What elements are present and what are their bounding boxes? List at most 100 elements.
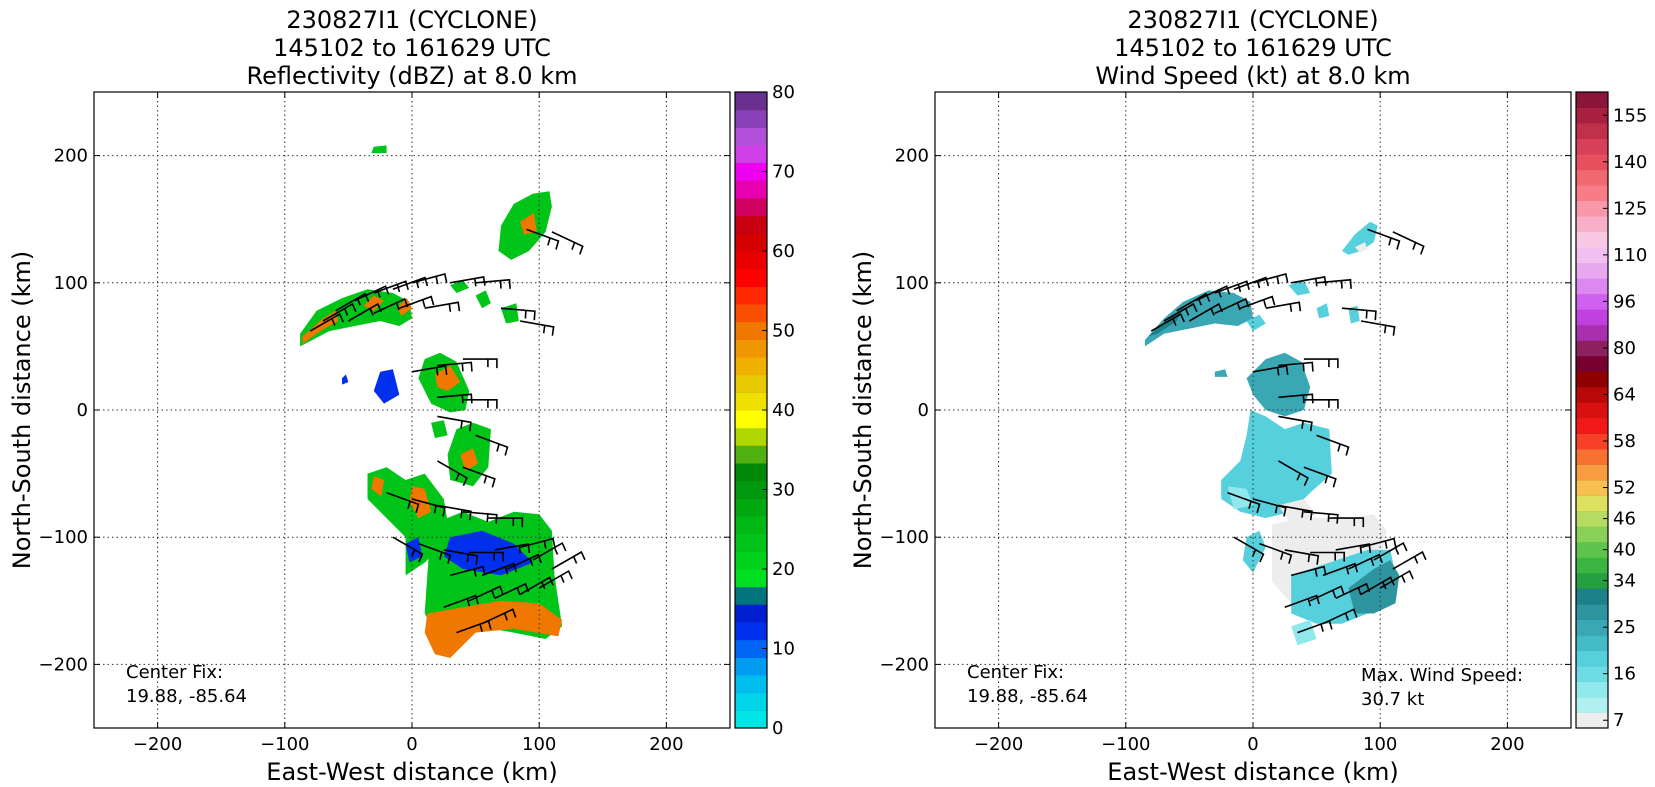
colorbar-segment-32 <box>1576 231 1608 248</box>
wind-barbs <box>1150 228 1427 634</box>
wind-barb-flag-21 <box>461 395 464 404</box>
colorbar-segment-19 <box>1576 433 1608 450</box>
wind-barb-31 <box>488 517 524 528</box>
data-region-10 <box>1246 352 1311 417</box>
colorbar-tick-label: 50 <box>772 321 795 342</box>
colorbar-segment-22 <box>735 339 767 358</box>
colorbar-segment-15 <box>1576 495 1608 512</box>
wind-barb-12 <box>450 275 486 286</box>
wind-barb-flag-24 <box>496 443 500 452</box>
center-fix-label: Center Fix: <box>126 662 223 683</box>
wind-barb-5 <box>1214 280 1250 294</box>
wind-barb-8 <box>347 302 383 322</box>
wind-barb-43 <box>1284 594 1320 608</box>
colorbar-segment-29 <box>735 215 767 234</box>
x-tick-label: 0 <box>406 734 417 755</box>
wind-barb-23 <box>437 415 472 432</box>
y-tick-label: 100 <box>54 273 88 294</box>
wind-barb-14 <box>1341 307 1377 321</box>
wind-barb-27 <box>386 491 420 514</box>
wind-barb-26 <box>462 466 496 488</box>
colorbar-frame <box>1575 91 1609 729</box>
colorbar-segment-40 <box>1576 107 1608 124</box>
colorbar-segment-29 <box>1576 278 1608 295</box>
wind-barb-41 <box>1373 541 1408 561</box>
wind-barb-flag-10 <box>1263 299 1267 308</box>
wind-barb-4 <box>1195 285 1231 302</box>
data-region-2 <box>1354 242 1368 253</box>
wind-barb-5 <box>373 280 409 294</box>
data-region-14 <box>342 374 349 385</box>
wind-barb-flag-27 <box>1248 500 1252 509</box>
wind-barb-flag-23 <box>460 420 463 429</box>
wind-barb-flag-37 <box>1384 540 1388 549</box>
colorbar-segment-31 <box>1576 247 1608 264</box>
colorbar-tick-label: 52 <box>1613 478 1636 499</box>
colorbar-segment-1 <box>1576 712 1608 729</box>
data-region-13 <box>434 365 461 391</box>
colorbar-tick-label: 64 <box>1613 384 1636 405</box>
colorbar-segment-26 <box>735 268 767 287</box>
y-tick-label: 0 <box>77 400 88 421</box>
wind-barb-flag-17 <box>571 242 576 250</box>
colorbar-segment-10 <box>1576 572 1608 589</box>
wind-barb-44 <box>468 585 504 602</box>
data-region-18 <box>1291 619 1317 646</box>
wind-barb-flag-21 <box>1302 395 1305 404</box>
wind-barb-flag-13 <box>1340 280 1343 289</box>
wind-barb-34 <box>1284 549 1320 565</box>
center-fix-value: 19.88, -85.64 <box>967 686 1088 707</box>
wind-barb-flag-14 <box>524 310 527 319</box>
colorbar-segment-11 <box>1576 557 1608 574</box>
wind-barb-flag-16 <box>1388 237 1392 246</box>
wind-barb-flag-28 <box>433 505 437 514</box>
wind-barb-1 <box>1150 312 1185 332</box>
wind-barb-17 <box>551 231 584 255</box>
wind-barb-6 <box>392 276 429 290</box>
wind-barb-49 <box>1322 608 1358 625</box>
wind-barb-flag-28 <box>1274 505 1278 514</box>
wind-barb-flag-36 <box>1359 545 1363 554</box>
colorbar-segment-25 <box>735 286 767 305</box>
colorbar-segment-17 <box>735 427 767 446</box>
colorbar-segment-14 <box>735 480 767 499</box>
wind-barb-flag-18 <box>435 367 439 376</box>
colorbar-segment-32 <box>735 162 767 181</box>
wind-barb-25 <box>437 460 468 487</box>
wind-barb-32 <box>1233 536 1265 563</box>
wind-barb-9 <box>373 297 409 315</box>
wind-barb-16 <box>526 228 560 250</box>
wind-barb-37 <box>1360 537 1397 549</box>
colorbar-segment-12 <box>735 516 767 535</box>
plot-area <box>94 92 730 728</box>
wind-barb-flag-23 <box>1301 420 1304 429</box>
wind-barb-30 <box>1303 511 1339 524</box>
colorbar-tick-label: 34 <box>1613 571 1636 592</box>
colorbar-segment-35 <box>1576 185 1608 202</box>
data-region-1 <box>371 145 387 154</box>
wind-barb-13 <box>1316 278 1352 289</box>
wind-barb-47 <box>1379 569 1414 589</box>
x-tick-label: 200 <box>649 734 683 755</box>
wind-barb-13 <box>475 278 511 289</box>
chart-title-line-2: 145102 to 161629 UTC <box>1114 34 1392 62</box>
wind-barb-18 <box>1252 364 1289 375</box>
colorbar-segment-15 <box>735 463 767 482</box>
data-region-9 <box>1214 369 1228 377</box>
wind-barb-10 <box>1240 295 1276 309</box>
wind-barb-flag-8 <box>369 308 374 316</box>
colorbar-segment-31 <box>735 180 767 199</box>
wind-barb-33 <box>418 542 452 564</box>
wind-barb-flag-15 <box>542 325 546 334</box>
wind-barb-22 <box>1303 399 1339 409</box>
wind-barb-flag-45 <box>516 587 521 596</box>
y-axis-label: North-South distance (km) <box>8 251 36 570</box>
wind-barb-flag-34 <box>466 554 470 563</box>
data-region-6 <box>363 295 384 311</box>
wind-barb-41 <box>532 541 567 561</box>
y-tick-label: −100 <box>39 527 88 548</box>
chart-title-line-1: 230827I1 (CYCLONE) <box>286 6 537 34</box>
colorbar-segment-12 <box>1576 541 1608 558</box>
data-region-11 <box>373 369 400 404</box>
wind-barb-flag-38 <box>1314 568 1318 577</box>
